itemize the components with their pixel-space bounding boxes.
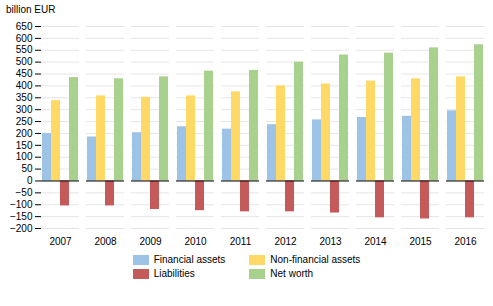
svg-text:2007: 2007: [49, 236, 72, 247]
svg-text:2016: 2016: [454, 236, 477, 247]
svg-text:2008: 2008: [94, 236, 117, 247]
html-text:Net worth: Net worth: [270, 268, 314, 279]
svg-text:650: 650: [16, 21, 33, 32]
svg-text:400: 400: [16, 80, 33, 91]
svg-text:2011: 2011: [230, 236, 252, 247]
svg-text:2009: 2009: [139, 236, 162, 247]
html-text:Financial assets: Financial assets: [153, 254, 226, 265]
svg-text:0: 0: [27, 175, 33, 186]
svg-text:500: 500: [16, 56, 33, 67]
html-text:Non-financial assets: Non-financial assets: [270, 254, 361, 265]
svg-text:−100: −100: [10, 199, 33, 210]
svg-text:2012: 2012: [274, 236, 297, 247]
svg-text:600: 600: [16, 33, 33, 44]
svg-text:200: 200: [16, 128, 33, 139]
svg-text:−200: −200: [10, 223, 33, 234]
html-text:billion EUR: billion EUR: [6, 4, 56, 15]
html-text:Liabilities: Liabilities: [153, 268, 195, 279]
svg-text:150: 150: [16, 140, 33, 151]
svg-text:−150: −150: [10, 211, 33, 222]
svg-text:2013: 2013: [319, 236, 342, 247]
svg-text:−50: −50: [16, 187, 33, 198]
svg-text:2014: 2014: [364, 236, 387, 247]
svg-text:50: 50: [21, 163, 33, 174]
svg-text:300: 300: [16, 104, 33, 115]
svg-text:450: 450: [16, 68, 33, 79]
svg-text:550: 550: [16, 44, 33, 55]
svg-text:100: 100: [16, 151, 33, 162]
svg-text:350: 350: [16, 92, 33, 103]
svg-text:2010: 2010: [184, 236, 207, 247]
svg-text:250: 250: [16, 116, 33, 127]
svg-text:2015: 2015: [409, 236, 432, 247]
